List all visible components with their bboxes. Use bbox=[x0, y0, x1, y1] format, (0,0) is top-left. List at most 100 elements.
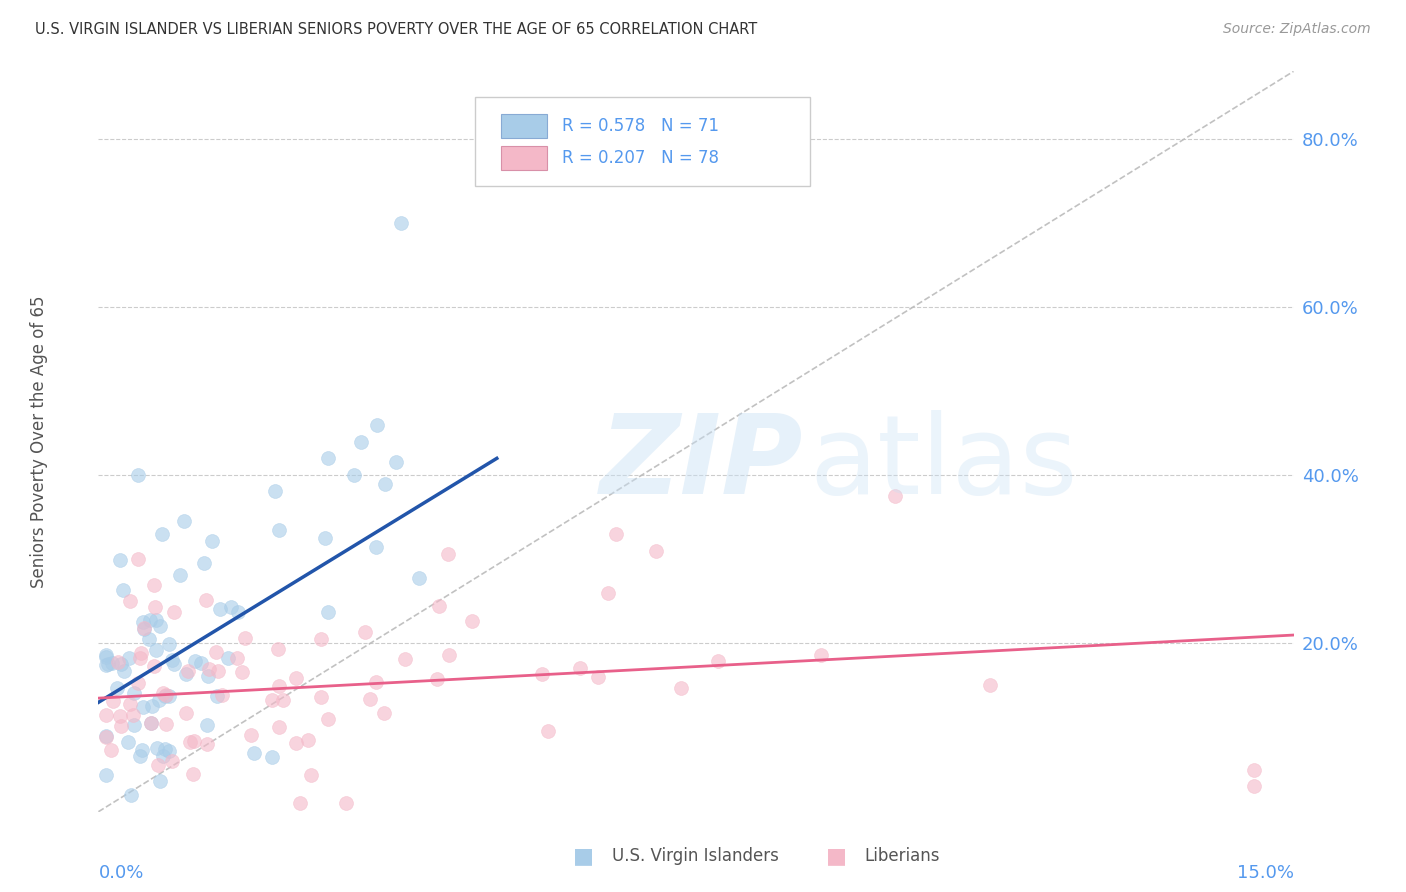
Point bbox=[309, 690, 332, 704]
Point bbox=[159, 637, 181, 651]
Point bbox=[155, 688, 177, 702]
Point bbox=[262, 750, 284, 764]
Point bbox=[107, 655, 129, 669]
Point bbox=[810, 648, 832, 662]
Point bbox=[107, 681, 129, 696]
Point bbox=[163, 657, 186, 671]
Point bbox=[141, 715, 163, 730]
Point bbox=[96, 730, 118, 744]
Text: R = 0.578   N = 71: R = 0.578 N = 71 bbox=[562, 117, 718, 136]
Point bbox=[314, 531, 336, 545]
Point bbox=[427, 599, 450, 613]
Point bbox=[129, 651, 152, 665]
Point bbox=[195, 718, 218, 732]
Point bbox=[316, 451, 339, 466]
Point bbox=[596, 585, 619, 599]
Point bbox=[190, 656, 212, 670]
Point bbox=[181, 767, 204, 781]
Point bbox=[110, 708, 132, 723]
Point bbox=[217, 651, 239, 665]
Point bbox=[179, 735, 201, 749]
Point bbox=[101, 694, 124, 708]
Point bbox=[143, 600, 166, 615]
Point bbox=[605, 527, 627, 541]
Point bbox=[211, 688, 233, 702]
Point bbox=[134, 621, 156, 635]
Point bbox=[110, 719, 132, 733]
Point bbox=[112, 664, 135, 678]
Point bbox=[174, 706, 197, 720]
Point bbox=[366, 417, 388, 432]
Point bbox=[118, 698, 141, 712]
Point bbox=[389, 216, 412, 230]
Point bbox=[669, 681, 692, 696]
Point bbox=[134, 622, 156, 636]
Point bbox=[353, 625, 375, 640]
Point bbox=[260, 693, 283, 707]
Point bbox=[96, 768, 118, 782]
Point bbox=[169, 567, 191, 582]
Point bbox=[183, 734, 205, 748]
Point bbox=[645, 544, 668, 558]
Point bbox=[127, 552, 149, 566]
Text: U.S. Virgin Islanders: U.S. Virgin Islanders bbox=[612, 847, 779, 865]
Point bbox=[267, 679, 290, 693]
Point bbox=[263, 484, 285, 499]
Point bbox=[131, 743, 153, 757]
Text: ■: ■ bbox=[574, 847, 593, 866]
Point bbox=[148, 774, 170, 789]
Point bbox=[117, 735, 139, 749]
Text: Source: ZipAtlas.com: Source: ZipAtlas.com bbox=[1223, 22, 1371, 37]
Point bbox=[96, 649, 118, 664]
Point bbox=[408, 571, 430, 585]
Point bbox=[309, 632, 332, 647]
Point bbox=[138, 632, 160, 646]
Point bbox=[120, 594, 142, 608]
Point bbox=[157, 689, 180, 703]
Point bbox=[176, 664, 198, 678]
Point bbox=[100, 743, 122, 757]
Point bbox=[132, 615, 155, 629]
Point bbox=[318, 712, 340, 726]
Point bbox=[150, 527, 173, 541]
Point bbox=[197, 662, 219, 676]
Point bbox=[437, 547, 460, 561]
Point bbox=[394, 652, 416, 666]
Point bbox=[96, 648, 118, 663]
Point bbox=[145, 613, 167, 627]
Point bbox=[359, 692, 381, 706]
Point bbox=[122, 686, 145, 700]
Point bbox=[197, 669, 219, 683]
Point bbox=[226, 651, 249, 665]
Point bbox=[152, 749, 174, 764]
Point bbox=[129, 646, 152, 660]
Point bbox=[149, 619, 172, 633]
Point bbox=[1243, 763, 1265, 777]
Text: 15.0%: 15.0% bbox=[1236, 863, 1294, 881]
Point bbox=[271, 693, 294, 707]
Point bbox=[335, 797, 357, 811]
Point bbox=[155, 717, 177, 731]
Point bbox=[568, 660, 591, 674]
Point bbox=[205, 689, 228, 703]
Point bbox=[110, 553, 132, 567]
Point bbox=[437, 648, 460, 662]
Point bbox=[146, 758, 169, 772]
Point bbox=[219, 600, 242, 615]
Point bbox=[299, 768, 322, 782]
Point bbox=[118, 651, 141, 665]
Point bbox=[122, 708, 145, 723]
Point bbox=[148, 692, 170, 706]
Point bbox=[204, 645, 226, 659]
Point bbox=[163, 605, 186, 619]
Point bbox=[231, 665, 253, 680]
Point bbox=[173, 514, 195, 528]
Point bbox=[228, 606, 250, 620]
Point bbox=[97, 657, 120, 671]
Point bbox=[243, 746, 266, 760]
Point bbox=[127, 676, 149, 690]
Point bbox=[207, 664, 229, 678]
Point bbox=[350, 434, 373, 449]
Point bbox=[267, 523, 290, 537]
Point bbox=[374, 477, 396, 491]
